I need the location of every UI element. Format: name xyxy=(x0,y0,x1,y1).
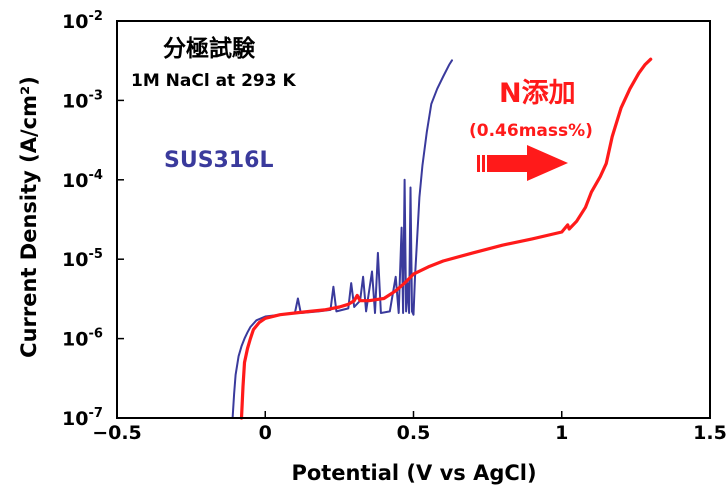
sus316l-label: SUS316L xyxy=(164,148,274,173)
n-addition-label: N添加 xyxy=(499,78,576,109)
x-tick-label: 0 xyxy=(259,422,272,444)
arrow-icon xyxy=(477,145,568,181)
y-tick-label: 10-3 xyxy=(62,88,103,112)
y-tick-label: 10-4 xyxy=(62,168,103,192)
test-title: 分極試験 xyxy=(163,35,256,62)
n-addition-sublabel: (0.46mass%) xyxy=(469,121,593,141)
series-line-sus316l xyxy=(231,59,453,419)
test-condition: 1M NaCl at 293 K xyxy=(131,71,297,91)
x-tick-label: 1.5 xyxy=(693,422,727,444)
x-tick-label: −0.5 xyxy=(92,422,142,444)
y-tick-label: 10-2 xyxy=(62,9,103,33)
x-tick-label: 1 xyxy=(555,422,568,444)
y-tick-label: 10-6 xyxy=(62,327,103,351)
x-axis-title: Potential (V vs AgCl) xyxy=(291,461,536,485)
y-tick-label: 10-7 xyxy=(62,406,103,430)
series-line-n-added xyxy=(239,57,653,420)
y-axis-title: Current Density (A/cm²) xyxy=(17,76,41,358)
x-tick-label: 0.5 xyxy=(397,422,431,444)
y-tick-label: 10-5 xyxy=(62,247,103,271)
